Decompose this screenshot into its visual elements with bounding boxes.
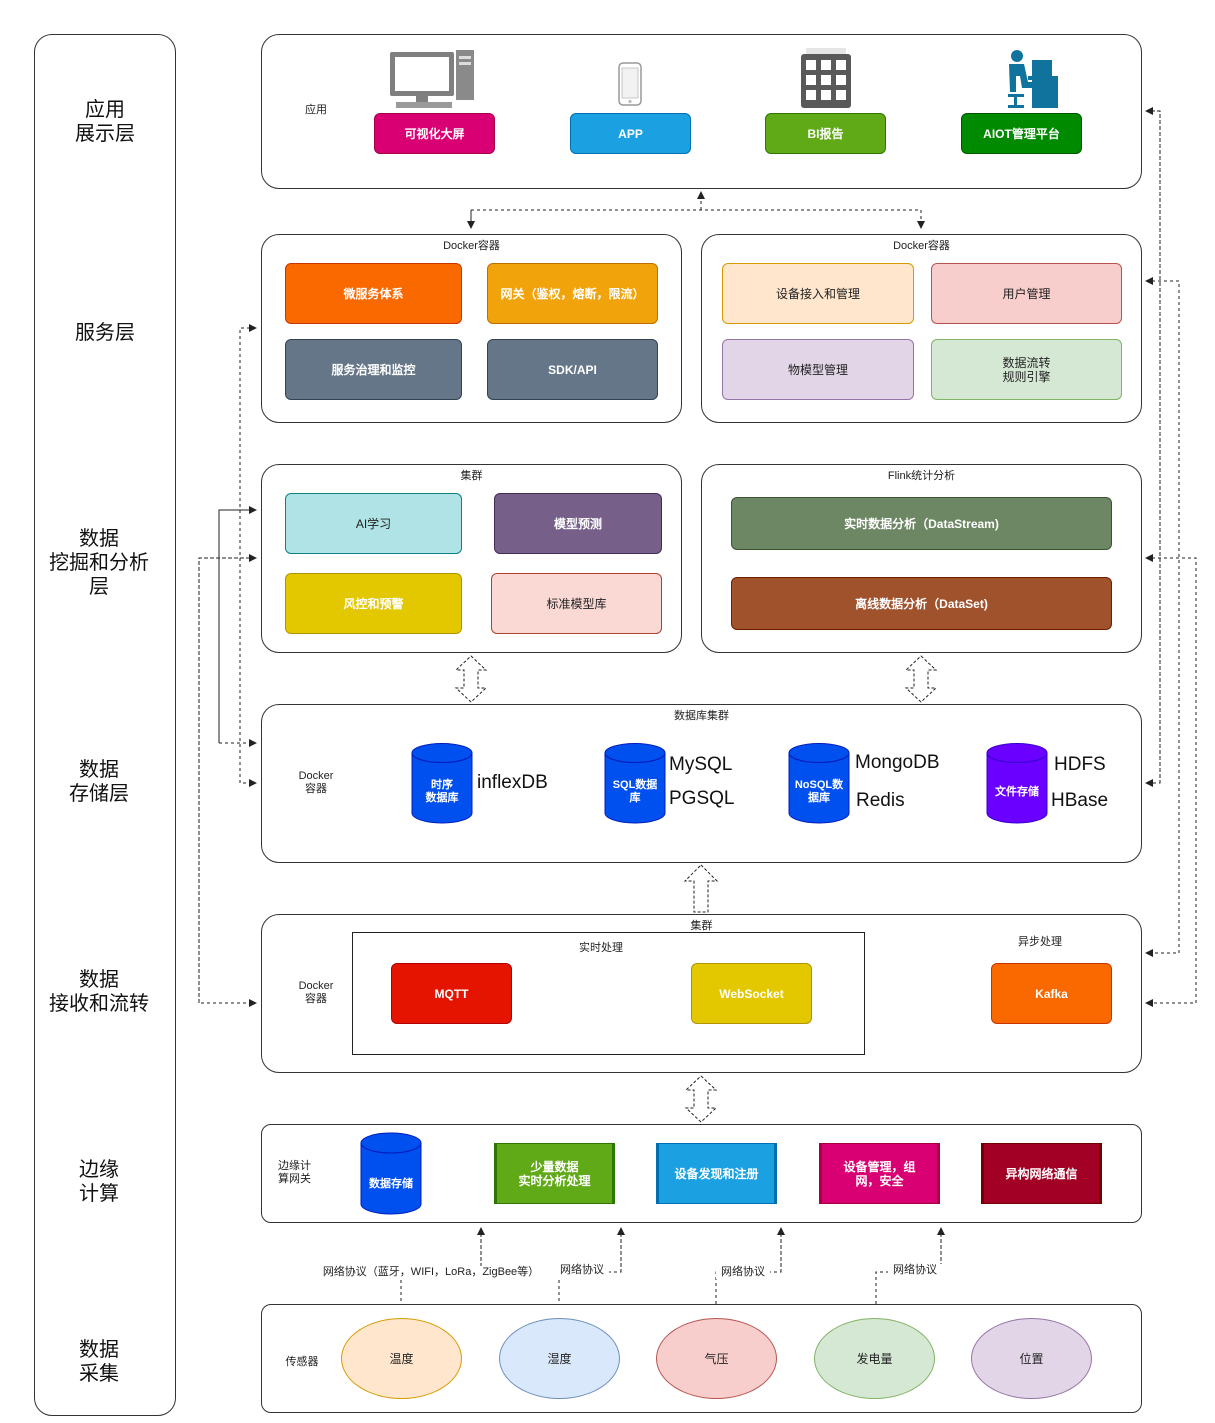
mining-storage-block-arrow-left [454,655,488,703]
app-item-visualization-screen[interactable]: 可视化大屏 [374,113,495,154]
mining-model-prediction[interactable]: 模型预测 [494,493,662,554]
receive-storage-block-arrow [683,864,719,913]
layer-column [34,34,176,1416]
file-storage-cylinder-icon [986,743,1048,824]
layer-label-service: 服务层 [75,322,135,344]
protocol-label-4: 网络协议 [888,1264,942,1277]
db-name-hbase: HBase [1051,790,1109,811]
file-storage-label: 文件存储 [995,785,1039,798]
protocol-connector-4 [872,1228,942,1319]
grid-report-icon [801,48,851,108]
service-user-management[interactable]: 用户管理 [931,263,1122,324]
db-name-mysql: MySQL [669,754,733,775]
mining-storage-block-arrow-right [904,655,938,703]
sensor-side-label: 传感器 [285,1356,319,1368]
layer-label-edge: 边缘 计算 [79,1159,119,1205]
sensor-humidity[interactable]: 湿度 [499,1318,620,1399]
service-gateway[interactable]: 网关（鉴权，熔断，限流） [487,263,658,324]
receive-title: 集群 [690,920,713,932]
storage-side-label: Docker 容器 [298,770,334,795]
app-layer-panel [261,34,1142,189]
layer-label-collect: 数据 采集 [79,1339,119,1385]
right-loop-service-receive [1145,280,1180,957]
db-name-inflexdb: inflexDB [477,772,548,793]
db-name-pgsql: PGSQL [669,788,735,809]
mining-offline-analysis[interactable]: 离线数据分析（DataSet) [731,577,1112,630]
nosql-db-cylinder-icon [788,743,850,824]
timeseries-db-cylinder-icon [411,743,473,824]
nosql-db-label: NoSQL数 据库 [794,779,844,804]
right-loop-app-storage-top [1145,107,1161,783]
app-item-bi-report[interactable]: BI报告 [765,113,886,154]
edge-device-discovery[interactable]: 设备发现和注册 [656,1143,777,1204]
mining-ai-learning[interactable]: AI学习 [285,493,462,554]
edge-receive-block-arrow [684,1075,718,1123]
service-right-title: Docker容器 [893,240,950,252]
service-thing-model[interactable]: 物模型管理 [722,339,914,400]
mqtt-box[interactable]: MQTT [391,963,512,1024]
edge-heterogeneous-network[interactable]: 异构网络通信 [981,1143,1102,1204]
mining-risk-warning[interactable]: 风控和预警 [285,573,462,634]
left-loop-service-storage-top [239,324,257,783]
left-loop-mining-storage-top [218,506,257,743]
right-loop-service-receive-top [1145,277,1180,953]
layer-label-mining: 数据 挖掘和分析 层 [49,528,149,598]
left-loop-service-storage [239,327,257,787]
app-side-label: 应用 [305,104,327,116]
protocol-label-2: 网络协议 [555,1264,609,1277]
app-item-app[interactable]: APP [570,113,691,154]
right-loop-app-storage [1145,110,1161,787]
realtime-processing-title: 实时处理 [579,942,623,954]
right-loop-mining-receive-top [1145,554,1197,1003]
sql-db-cylinder-icon [604,743,666,824]
service-sdk-api[interactable]: SDK/API [487,339,658,400]
protocol-connector-3 [712,1228,782,1319]
service-governance[interactable]: 服务治理和监控 [285,339,462,400]
mining-standard-model-lib[interactable]: 标准模型库 [491,573,662,634]
app-service-connector [470,209,925,229]
mining-realtime-analysis[interactable]: 实时数据分析（DataStream) [731,497,1112,550]
layer-label-app: 应用 展示层 [75,99,135,145]
protocol-label-3: 网络协议 [716,1266,770,1279]
edge-realtime-analysis[interactable]: 少量数据 实时分析处理 [494,1143,615,1204]
receive-side-label: Docker 容器 [298,980,334,1005]
mining-left-title: 集群 [460,470,483,482]
right-loop-mining-receive [1145,557,1197,1007]
sensor-power-generation[interactable]: 发电量 [814,1318,935,1399]
storage-title: 数据库集群 [674,710,729,722]
edge-storage-label: 数据存储 [369,1177,413,1190]
protocol-label-1: 网络协议（蓝牙，WIFI，LoRa，ZigBee等） [313,1266,549,1279]
service-left-title: Docker容器 [443,240,500,252]
db-name-hdfs: HDFS [1054,754,1106,775]
service-microservice[interactable]: 微服务体系 [285,263,462,324]
timeseries-db-label: 时序 数据库 [425,779,459,804]
layer-label-storage: 数据 存储层 [69,759,129,805]
mining-right-title: Flink统计分析 [887,470,956,482]
service-rule-engine[interactable]: 数据流转 规则引擎 [931,339,1122,400]
desktop-computer-icon [390,50,474,108]
sensor-temperature[interactable]: 温度 [341,1318,462,1399]
edge-side-label: 边缘计 算网关 [278,1160,311,1185]
left-loop-mining-storage [218,509,257,747]
db-name-redis: Redis [856,790,905,811]
office-worker-icon [1008,50,1058,108]
service-device-access[interactable]: 设备接入和管理 [722,263,914,324]
app-item-aiot-platform[interactable]: AIOT管理平台 [961,113,1082,154]
websocket-box[interactable]: WebSocket [691,963,812,1024]
layer-label-receive: 数据 接收和流转 [49,969,149,1015]
left-loop-mining-receive [198,557,257,1007]
async-processing-title: 异步处理 [1018,936,1062,948]
db-name-mongodb: MongoDB [855,752,940,773]
kafka-box[interactable]: Kafka [991,963,1112,1024]
sensor-pressure[interactable]: 气压 [656,1318,777,1399]
sensor-location[interactable]: 位置 [971,1318,1092,1399]
left-loop-mining-receive-top [198,554,257,1003]
edge-device-management[interactable]: 设备管理，组 网，安全 [819,1143,940,1204]
mobile-phone-icon [618,62,642,106]
sql-db-label: SQL数据 库 [612,779,658,804]
edge-storage-cylinder-icon [360,1132,422,1215]
